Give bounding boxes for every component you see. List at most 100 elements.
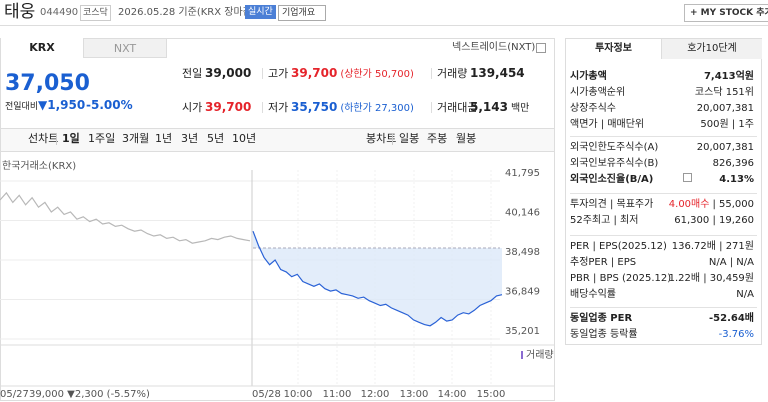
- area-fill: [253, 231, 502, 326]
- y-tick-label: 35,201: [505, 326, 540, 337]
- summary-divider: [431, 68, 432, 79]
- info-label: 동일업종 PER: [570, 313, 633, 324]
- current-price: 37,050: [5, 71, 90, 96]
- value-part: 코스닥 151위: [694, 87, 754, 98]
- info-label: 추정PER | EPS: [570, 257, 637, 268]
- candle-tab[interactable]: 일봉: [399, 132, 420, 145]
- price-line: [252, 230, 503, 327]
- info-value: 7,413억원: [704, 70, 754, 84]
- market-badge: 코스닥: [80, 5, 111, 21]
- value: 39,700: [291, 66, 338, 80]
- summary-label: 전일: [182, 67, 203, 80]
- volume-legend-icon: [521, 351, 523, 359]
- summary-divider: [262, 68, 263, 79]
- candle-tab[interactable]: 월봉: [456, 132, 477, 145]
- value-part: 20,007,381: [696, 103, 754, 114]
- period-bar: [1, 128, 554, 152]
- value: 39,000: [205, 66, 252, 80]
- price-chart: 한국거래소(KRX) 35,201 36,849 38,498 40,146 41,795…: [0, 160, 555, 400]
- x-tick-label: 12:00: [361, 389, 390, 400]
- info-value: 1.22배 | 30,459원: [669, 272, 754, 286]
- realtime-button[interactable]: 실시간: [245, 5, 276, 19]
- stock-code: 044490: [40, 7, 79, 18]
- value-part: -52.64배: [709, 313, 754, 324]
- group-divider: [570, 193, 757, 194]
- info-value: 코스닥 151위: [695, 86, 754, 100]
- mystock-button[interactable]: + MY STOCK 추가: [684, 4, 768, 22]
- value-part: 500원 | 1주: [700, 119, 754, 130]
- info-label: 52주최고 | 최저: [570, 215, 639, 226]
- summary-value: 35,750 (하한가 27,300): [291, 100, 414, 116]
- period-tab[interactable]: 5년: [207, 132, 225, 145]
- info-label: PBR | BPS (2025.12): [570, 273, 672, 284]
- summary-label: 시가: [182, 101, 203, 114]
- value-note: 백만: [510, 103, 530, 114]
- footer-date: 05/27: [0, 389, 29, 400]
- info-value: -52.64배: [709, 312, 754, 326]
- value-part: 7,413억원: [703, 71, 754, 82]
- period-tab[interactable]: 3년: [181, 132, 199, 145]
- info-label: 외국인보유주식수(B): [570, 158, 659, 169]
- value-part: N/A: [736, 289, 754, 300]
- info-label: 외국인한도주식수(A): [570, 142, 659, 153]
- period-tab[interactable]: 10년: [232, 132, 257, 145]
- info-label: 동일업종 등락률: [570, 329, 638, 340]
- price-line: [0, 191, 251, 244]
- period-tab[interactable]: 3개월: [122, 132, 150, 145]
- info-value: 4.13%: [719, 173, 754, 187]
- market-tab[interactable]: KRX: [1, 38, 83, 58]
- x-tick-label: 15:00: [477, 389, 506, 400]
- info-tab[interactable]: 투자정보: [595, 43, 632, 54]
- candle-chart-label: 봉차트: [366, 132, 397, 145]
- info-value: N/A | N/A: [709, 256, 754, 270]
- summary-value: 39,000: [205, 66, 251, 80]
- left-panel: [0, 38, 555, 401]
- x-tick-label: 05/28: [252, 389, 281, 400]
- overview-button[interactable]: 기업개요: [278, 5, 327, 21]
- market-tab[interactable]: NXT: [83, 38, 167, 58]
- line-chart-label: 선차트: [28, 132, 59, 145]
- change-rate: -5.00%: [86, 98, 133, 112]
- group-divider: [570, 136, 757, 137]
- value-note: (상한가 50,700): [340, 69, 414, 80]
- group-divider: [570, 235, 757, 236]
- value-part: 4.00매수: [668, 199, 710, 210]
- base-date: 2026.05.28 기준(KRX 장마감): [118, 7, 256, 18]
- summary-label: 저가: [268, 101, 289, 114]
- info-tab[interactable]: 호가10단계: [661, 39, 762, 59]
- period-divider: [56, 133, 57, 145]
- value-note: (하한가 27,300): [340, 103, 414, 114]
- period-tab[interactable]: 1일: [62, 132, 80, 145]
- info-label: 외국인소진율(B/A): [570, 174, 654, 185]
- value-part: 1.22배 | 30,459원: [668, 273, 754, 284]
- summary-value: 5,143 백만: [470, 100, 529, 116]
- info-label: 상장주식수: [570, 103, 616, 114]
- candle-tab[interactable]: 주봉: [427, 132, 448, 145]
- info-value: 61,300 | 19,260: [674, 214, 754, 228]
- header-divider: [0, 25, 768, 26]
- value: 35,750: [291, 100, 338, 114]
- footer-text: 39,000 ▼2,300 (-5.57%): [29, 389, 150, 400]
- y-tick-label: 41,795: [505, 168, 540, 179]
- source-label: 한국거래소(KRX): [2, 160, 76, 172]
- summary-divider: [431, 102, 432, 113]
- info-value: 136.72배 | 271원: [672, 240, 754, 254]
- summary-label: 고가: [268, 67, 289, 80]
- value-part: 136.72배 | 271원: [671, 241, 754, 252]
- value: 139,454: [470, 66, 525, 80]
- change-label: 전일대비: [5, 102, 39, 112]
- stock-name: 태웅: [4, 2, 36, 22]
- info-value: 20,007,381: [697, 102, 754, 116]
- help-icon[interactable]: [536, 43, 546, 53]
- period-divider: [392, 133, 393, 145]
- summary-label: 거래량: [437, 67, 468, 80]
- value-part: | 55,000: [712, 199, 754, 210]
- nxt-link[interactable]: 넥스트레이드(NXT): [452, 42, 536, 53]
- value-part: 61,300 | 19,260: [674, 215, 754, 226]
- help-icon: [683, 173, 692, 182]
- period-tab[interactable]: 1주일: [88, 132, 116, 145]
- period-tab[interactable]: 1년: [155, 132, 173, 145]
- summary-value: 139,454: [470, 66, 525, 80]
- x-tick-label: 13:00: [400, 389, 429, 400]
